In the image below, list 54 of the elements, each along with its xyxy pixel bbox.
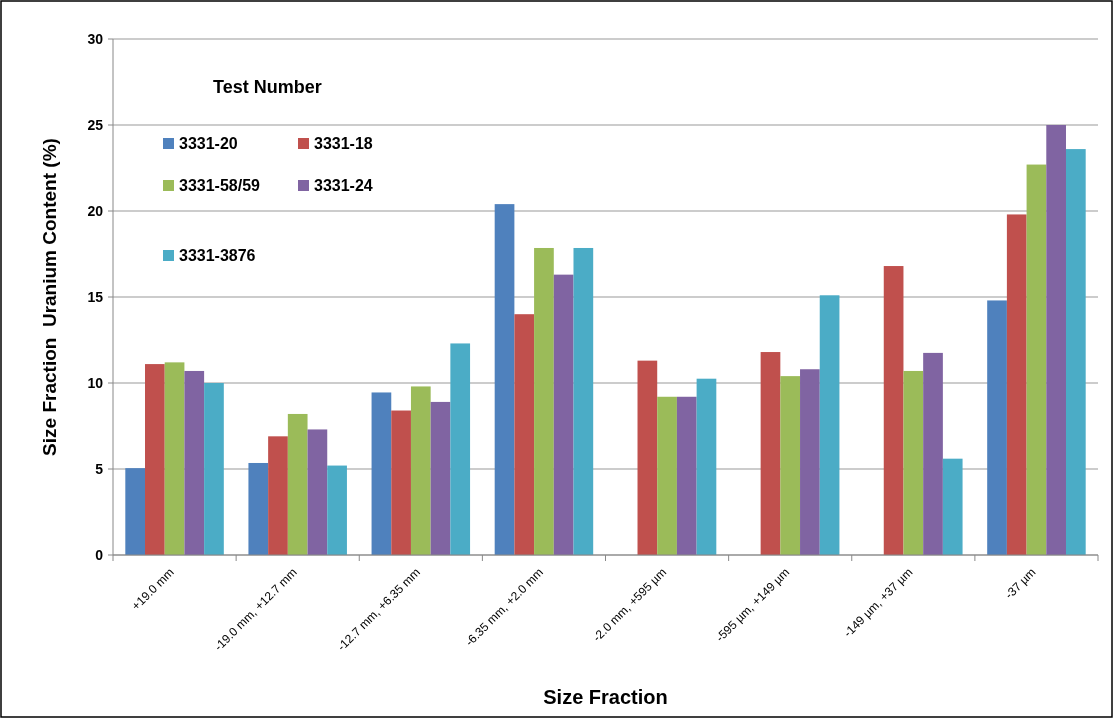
- bar: [410, 386, 431, 555]
- bar: [514, 314, 535, 555]
- bar: [942, 458, 963, 555]
- bar: [287, 413, 308, 555]
- bar: [268, 436, 288, 555]
- bar: [125, 468, 146, 555]
- bar: [391, 410, 411, 555]
- bar: [1046, 125, 1066, 555]
- y-axis-title: Size Fraction Uranium Content (%): [39, 138, 60, 456]
- legend-title: Test Number: [213, 77, 322, 97]
- bar: [307, 429, 328, 555]
- bar: [760, 352, 781, 555]
- bar: [696, 378, 717, 555]
- bar: [450, 343, 471, 555]
- bar: [800, 369, 820, 555]
- bar: [164, 362, 185, 555]
- legend-label: 3331-58/59: [179, 177, 261, 194]
- x-axis-title: Size Fraction: [543, 686, 668, 708]
- bar: [1065, 149, 1086, 555]
- legend-label: 3331-20: [179, 135, 238, 152]
- y-tick-label: 0: [95, 546, 104, 563]
- bar: [553, 274, 574, 555]
- legend-label: 3331-24: [314, 177, 373, 194]
- y-tick-label: 20: [87, 202, 104, 219]
- bar: [327, 465, 347, 555]
- bar: [371, 392, 392, 555]
- y-tick-label: 10: [87, 374, 104, 391]
- legend-label: 3331-3876: [179, 247, 256, 264]
- bar: [657, 396, 677, 555]
- y-tick-label: 30: [87, 30, 104, 47]
- bar: [780, 376, 801, 555]
- y-tick-label: 15: [87, 288, 104, 305]
- bar: [494, 204, 515, 555]
- bar: [819, 295, 840, 555]
- bar: [184, 370, 205, 555]
- bar: [573, 247, 594, 555]
- y-tick-label: 5: [95, 460, 104, 477]
- bar: [204, 383, 224, 555]
- bar: [145, 364, 165, 555]
- legend-label: 3331-18: [314, 135, 373, 152]
- bar: [883, 266, 904, 555]
- bar: [1006, 214, 1027, 555]
- bar: [676, 396, 697, 555]
- bar: [987, 300, 1007, 555]
- x-tick-label: -37 µm: [1002, 565, 1039, 602]
- bar: [534, 247, 554, 555]
- y-tick-label: 25: [87, 116, 104, 133]
- bar: [1026, 164, 1047, 555]
- bar: [430, 401, 451, 555]
- bar: [903, 370, 924, 555]
- bar: [923, 352, 943, 555]
- bar: [248, 462, 269, 555]
- x-tick-label: -149 µm, +37 µm: [840, 565, 916, 640]
- bar: [637, 360, 658, 555]
